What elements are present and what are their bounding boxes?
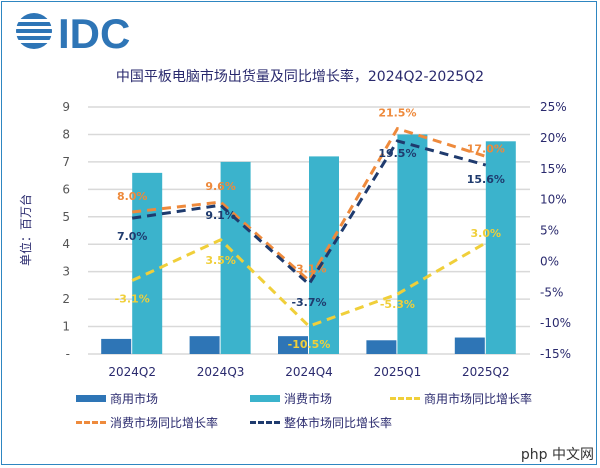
data-label: 9.6%	[205, 180, 236, 193]
data-label: 15.6%	[467, 173, 505, 186]
y2-tick-label: -10%	[540, 316, 571, 330]
bar-commercial	[101, 338, 132, 354]
legend-swatch	[76, 395, 106, 402]
chart-title: 中国平板电脑市场出货量及同比增长率，2024Q2-2025Q2	[115, 69, 485, 85]
y2-tick-label: 5%	[540, 224, 559, 238]
y-tick-label: 7	[62, 155, 70, 169]
watermark: php 中文网	[520, 447, 594, 463]
svg-text:IDC: IDC	[58, 10, 130, 52]
bar-consumer	[309, 156, 339, 354]
data-label: 3.5%	[205, 254, 236, 267]
data-label: 8.0%	[117, 190, 148, 203]
legend-swatch	[250, 421, 280, 424]
y-axis-label: 单位：百万台	[18, 194, 33, 266]
idc-logo-graphic: IDC	[16, 10, 130, 57]
line-series	[131, 237, 487, 328]
data-label: -3.1%	[291, 263, 326, 276]
y2-tick-label: -15%	[540, 347, 571, 361]
bar-consumer	[220, 161, 251, 354]
legend-overall-growth: 整体市场同比增长率	[250, 414, 392, 431]
y2-tick-label: 25%	[540, 100, 567, 114]
x-tick-label: 2024Q4	[285, 365, 333, 379]
x-tick-label: 2025Q2	[462, 365, 510, 379]
y-tick-label: 6	[62, 182, 70, 196]
data-label: 9.1%	[205, 209, 236, 222]
data-label: 3.0%	[471, 227, 502, 240]
bar-consumer	[132, 172, 163, 354]
x-tick-label: 2024Q3	[197, 365, 245, 379]
y-tick-label: 1	[62, 320, 70, 334]
data-label: -3.7%	[291, 296, 326, 309]
legend-commercial-growth: 商用市场同比增长率	[390, 390, 532, 407]
legend-label: 商用市场	[110, 392, 159, 406]
data-label: 19.5%	[378, 147, 416, 160]
data-label: 17.0%	[467, 142, 505, 155]
bar-consumer	[485, 141, 516, 354]
legend-consumer-growth: 消费市场同比增长率	[76, 414, 218, 431]
y-tick-label: 3	[62, 265, 70, 279]
x-tick-label: 2024Q2	[108, 365, 156, 379]
y2-tick-label: 0%	[540, 254, 559, 268]
y-tick-label: 9	[62, 100, 70, 114]
y-tick-label: 5	[62, 210, 70, 224]
y2-tick-label: 10%	[540, 193, 567, 207]
bar-commercial	[189, 336, 220, 354]
data-label: 7.0%	[117, 230, 148, 243]
y2-tick-label: 20%	[540, 131, 567, 145]
legend-label: 消费市场	[284, 392, 333, 406]
bar-commercial	[454, 337, 485, 354]
y-tick-label: -	[66, 347, 70, 361]
legend-swatch	[250, 395, 280, 402]
line-series	[132, 126, 487, 283]
y-tick-label: 8	[62, 127, 70, 141]
idc-logo: IDC	[14, 10, 154, 57]
y2-tick-label: 15%	[540, 162, 567, 176]
legend-commercial: 商用市场	[76, 390, 158, 407]
bar-consumer	[397, 134, 428, 354]
y-tick-label: 2	[62, 292, 70, 306]
legend-swatch	[390, 397, 420, 400]
y2-tick-label: -5%	[540, 285, 563, 299]
bar-commercial	[278, 336, 308, 354]
legend-swatch	[76, 421, 106, 424]
data-label: -5.3%	[380, 298, 415, 311]
legend-label: 整体市场同比增长率	[284, 416, 393, 430]
line-series	[131, 139, 487, 287]
legend-label: 消费市场同比增长率	[110, 416, 219, 430]
x-tick-label: 2025Q1	[374, 365, 422, 379]
data-label: -10.5%	[288, 338, 331, 351]
legend-consumer: 消费市场	[250, 390, 332, 407]
data-label: -3.1%	[115, 293, 150, 306]
data-label: 21.5%	[378, 107, 416, 120]
y-tick-label: 4	[62, 237, 70, 251]
legend-label: 商用市场同比增长率	[424, 392, 533, 406]
bar-commercial	[366, 340, 397, 354]
